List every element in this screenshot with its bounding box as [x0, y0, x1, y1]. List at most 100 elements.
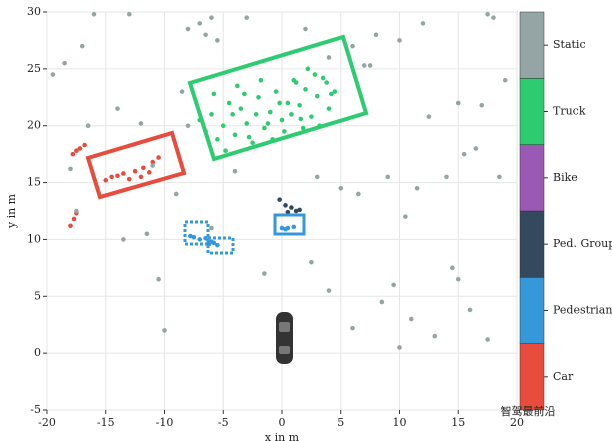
y-tick-label: 20	[27, 119, 41, 132]
colorbar-segment	[519, 78, 545, 145]
point	[191, 234, 197, 240]
point	[197, 237, 203, 242]
point	[303, 87, 308, 92]
x-tick-label: -5	[218, 416, 229, 429]
point	[79, 43, 85, 49]
point	[265, 121, 271, 126]
car-box	[85, 130, 187, 200]
colorbar-label: Truck	[553, 105, 586, 118]
point	[403, 214, 408, 219]
point	[262, 125, 267, 131]
point	[432, 333, 438, 339]
point	[223, 148, 228, 154]
colorbar: Car Pedestrian Ped. Group Bike Truck Static	[519, 11, 612, 411]
point	[146, 170, 152, 175]
point	[312, 72, 318, 77]
point	[379, 299, 385, 305]
point	[250, 140, 255, 146]
y-tick-label: 0	[34, 346, 41, 359]
point	[121, 171, 126, 176]
point	[82, 142, 87, 148]
point	[244, 121, 250, 126]
point	[267, 109, 273, 115]
colorbar-label: Static	[553, 38, 586, 51]
point	[303, 26, 308, 32]
point	[324, 80, 329, 85]
truck-box	[187, 34, 369, 162]
point	[253, 112, 259, 117]
point	[293, 80, 299, 85]
point	[297, 102, 302, 108]
point	[277, 197, 282, 202]
point	[70, 151, 76, 157]
point	[291, 224, 297, 230]
point	[361, 63, 367, 68]
x-tick-label: 20	[510, 416, 524, 429]
point	[162, 328, 167, 333]
point	[215, 242, 220, 248]
point	[279, 117, 285, 123]
colorbar-segment	[519, 277, 545, 344]
point	[502, 77, 508, 83]
point	[235, 83, 240, 89]
point	[115, 173, 120, 179]
point	[230, 112, 235, 117]
x-tick-label: 10	[393, 416, 407, 429]
point	[309, 259, 314, 265]
y-tick-label: 10	[27, 232, 41, 245]
point	[156, 276, 161, 282]
point	[373, 32, 379, 38]
point	[285, 100, 291, 106]
point	[450, 265, 455, 271]
x-tick-label: -20	[38, 416, 56, 429]
point	[211, 91, 217, 97]
point	[326, 55, 332, 60]
point	[408, 316, 414, 322]
point	[262, 271, 267, 276]
point	[141, 165, 146, 171]
y-tick-label: 15	[27, 176, 41, 189]
point	[293, 208, 299, 214]
point	[232, 168, 238, 174]
point	[298, 116, 304, 122]
ped-box	[183, 220, 210, 246]
point	[62, 60, 67, 66]
x-tick-label: 15	[451, 416, 465, 429]
x-tick-label: 0	[279, 416, 286, 429]
point	[232, 132, 238, 138]
colorbar-segment	[519, 11, 545, 79]
point	[479, 102, 485, 108]
point	[121, 237, 126, 242]
point	[126, 11, 132, 17]
point	[50, 72, 56, 77]
point	[150, 163, 156, 168]
point	[68, 223, 73, 229]
point	[309, 114, 314, 119]
point	[85, 123, 91, 129]
y-tick-label: 30	[27, 5, 41, 18]
point	[289, 205, 294, 210]
point	[126, 176, 132, 182]
point	[215, 137, 220, 142]
point	[203, 32, 208, 38]
point	[320, 75, 326, 81]
point	[109, 174, 114, 180]
point	[279, 225, 285, 231]
point	[285, 209, 291, 215]
point	[305, 66, 311, 72]
point	[226, 100, 232, 106]
point	[115, 106, 120, 111]
point	[467, 307, 473, 313]
point	[420, 21, 426, 26]
y-tick-label: 25	[27, 62, 41, 75]
point	[329, 91, 334, 97]
point	[326, 288, 332, 293]
point	[455, 276, 461, 282]
colorbar-label: Car	[553, 370, 574, 383]
point	[68, 166, 73, 172]
point	[350, 43, 355, 49]
point	[258, 77, 264, 83]
point	[367, 63, 373, 68]
y-axis-label: y in m	[5, 193, 18, 229]
